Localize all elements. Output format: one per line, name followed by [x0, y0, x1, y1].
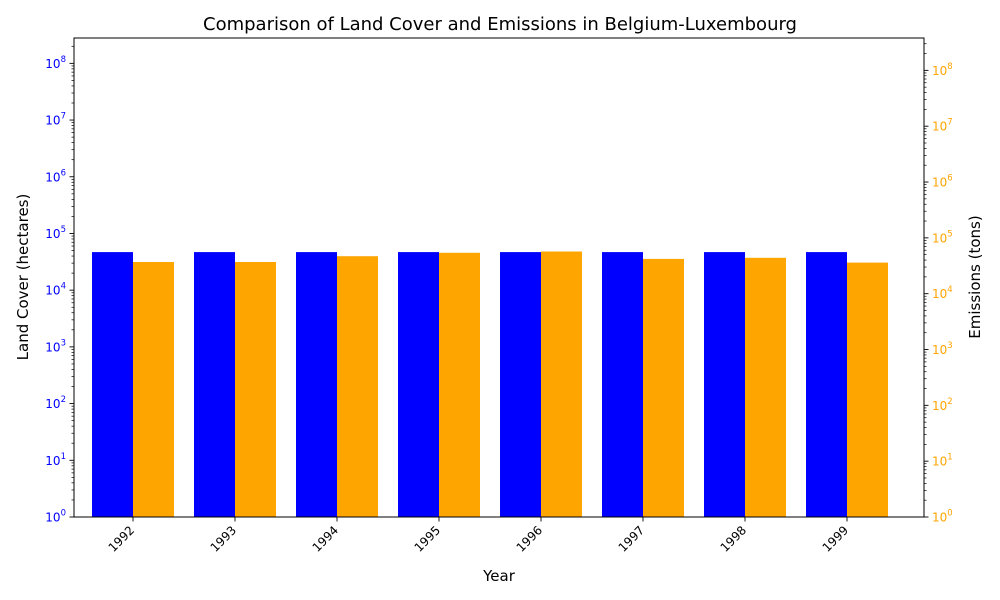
right-y-axis-label: Emissions (tons) — [966, 215, 984, 338]
right-axis-tick-label: 102 — [932, 397, 953, 413]
left-axis-tick-label: 100 — [45, 509, 66, 525]
left-axis-tick-label: 108 — [45, 55, 66, 71]
land-cover-bar-1997 — [602, 252, 643, 517]
emissions-bar-1993 — [235, 262, 276, 517]
emissions-bar-1992 — [133, 262, 174, 517]
left-axis-tick-label: 107 — [45, 112, 66, 128]
plot-frame — [73, 37, 925, 518]
emissions-bar-1996 — [541, 251, 582, 517]
emissions-bar-1997 — [643, 258, 684, 517]
right-axis-tick-label: 103 — [932, 341, 953, 357]
right-axis-tick-label: 105 — [932, 229, 953, 245]
right-axis-tick-label: 101 — [932, 453, 953, 469]
right-axis-tick-label: 104 — [932, 285, 953, 301]
x-axis-tick-label-1994: 1994 — [310, 523, 341, 554]
land-cover-bar-1998 — [704, 252, 745, 517]
land-cover-bar-1993 — [194, 252, 235, 517]
land-cover-bar-1999 — [806, 252, 847, 517]
x-axis-tick-label-1998: 1998 — [718, 523, 749, 554]
left-axis-tick-label: 101 — [45, 452, 66, 468]
left-axis-tick-label: 105 — [45, 225, 66, 241]
left-axis-tick-label: 106 — [45, 168, 66, 184]
right-axis-tick-label: 108 — [932, 62, 953, 78]
land-cover-bar-1996 — [500, 252, 541, 517]
x-axis-tick-label-1997: 1997 — [616, 523, 647, 554]
left-y-axis: 100 101 102 103 104 105 106 107 108 — [45, 45, 74, 525]
land-cover-bar-1994 — [296, 252, 337, 517]
x-axis-tick-label-1999: 1999 — [820, 523, 851, 554]
x-axis: 1992 1993 1994 1995 1996 1997 1998 1999 — [106, 517, 851, 555]
land-cover-bar-1992 — [92, 252, 133, 517]
emissions-bar-1998 — [745, 257, 786, 517]
x-axis-tick-label-1993: 1993 — [208, 523, 239, 554]
left-axis-tick-label: 102 — [45, 395, 66, 411]
bars-layer — [92, 251, 888, 518]
left-y-axis-label: Land Cover (hectares) — [14, 194, 32, 361]
right-axis-tick-label: 106 — [932, 174, 953, 190]
x-axis-tick-label-1995: 1995 — [412, 523, 443, 554]
x-axis-label: Year — [482, 567, 516, 585]
left-axis-tick-label: 103 — [45, 338, 66, 354]
land-cover-bar-1995 — [398, 252, 439, 517]
emissions-bar-1999 — [847, 262, 888, 517]
emissions-bar-1995 — [439, 252, 480, 518]
x-axis-tick-label-1996: 1996 — [514, 523, 545, 554]
x-axis-tick-label-1992: 1992 — [106, 523, 137, 554]
right-y-axis: 100 101 102 103 104 105 106 107 108 — [924, 43, 953, 525]
left-axis-tick-label: 104 — [45, 282, 66, 298]
chart-title: Comparison of Land Cover and Emissions i… — [203, 14, 797, 35]
right-axis-tick-label: 107 — [932, 118, 953, 134]
emissions-bar-1994 — [337, 256, 378, 517]
right-axis-tick-label: 100 — [932, 509, 953, 525]
